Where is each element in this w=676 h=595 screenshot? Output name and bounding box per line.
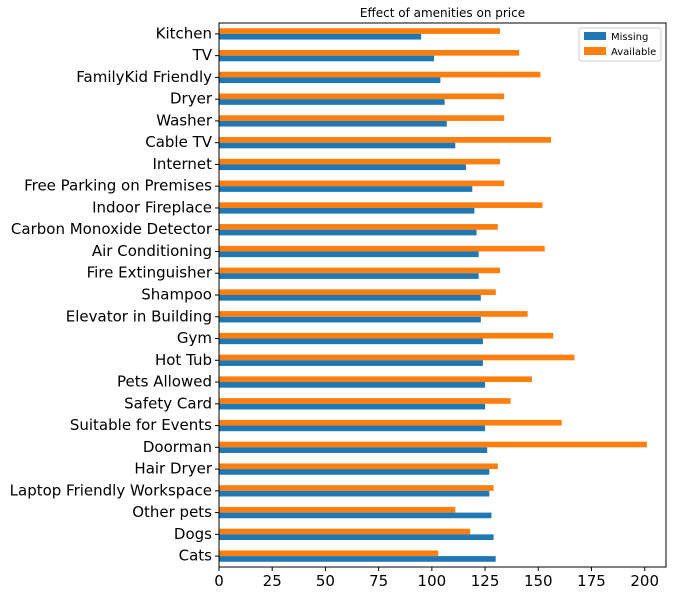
bar-available-carbon-monoxide-detector [219, 224, 498, 230]
legend: Missing Available [578, 27, 662, 62]
legend-label-available: Available [611, 47, 656, 58]
bar-available-laptop-friendly-workspace [219, 485, 494, 491]
bar-available-air-conditioning [219, 245, 545, 252]
chart-title: Effect of amenities on price [360, 6, 525, 20]
bar-available-hair-dryer [219, 463, 498, 470]
bar-missing-internet [219, 164, 466, 171]
category-label-elevator-in-building: Elevator in Building [66, 307, 212, 325]
bar-available-familykid-friendly [219, 71, 541, 78]
x-tick-label-200: 200 [630, 572, 659, 590]
category-label-kitchen: Kitchen [156, 24, 212, 42]
category-label-dryer: Dryer [170, 90, 213, 108]
bar-missing-free-parking-on-premises [219, 186, 473, 192]
plot-frame [218, 22, 667, 568]
category-label-gym: Gym [177, 329, 212, 347]
bar-missing-tv [219, 55, 434, 62]
category-label-dogs: Dogs [174, 525, 212, 543]
legend-label-missing: Missing [611, 32, 648, 43]
bar-missing-hair-dryer [219, 469, 490, 475]
x-tick-label-75: 75 [369, 572, 388, 590]
category-label-suitable-for-events: Suitable for Events [70, 416, 212, 434]
x-tick-label-100: 100 [418, 572, 447, 590]
bar-missing-gym [219, 338, 483, 345]
category-label-fire-extinguisher: Fire Extinguisher [87, 264, 213, 282]
bar-missing-doorman [219, 447, 488, 453]
category-label-pets-allowed: Pets Allowed [117, 373, 212, 391]
bar-available-tv [219, 49, 520, 56]
category-label-cats: Cats [179, 547, 213, 565]
bar-missing-indoor-fireplace [219, 207, 475, 214]
x-tick-label-25: 25 [263, 572, 282, 590]
x-tick-label-125: 125 [471, 572, 500, 590]
bar-missing-laptop-friendly-workspace [219, 490, 490, 497]
category-label-washer: Washer [156, 111, 213, 129]
bar-missing-other-pets [219, 512, 492, 519]
bar-missing-safety-card [219, 403, 486, 410]
category-label-tv: TV [192, 46, 213, 64]
category-label-safety-card: Safety Card [124, 394, 212, 412]
bar-available-cable-tv [219, 137, 552, 143]
legend-swatch-missing [584, 32, 606, 40]
x-tick-label-0: 0 [214, 572, 224, 590]
bar-available-free-parking-on-premises [219, 180, 505, 187]
category-label-hot-tub: Hot Tub [155, 351, 212, 369]
bar-available-indoor-fireplace [219, 202, 543, 208]
bar-missing-air-conditioning [219, 251, 479, 258]
bar-missing-familykid-friendly [219, 77, 441, 84]
bar-missing-washer [219, 120, 447, 127]
x-tick-label-175: 175 [577, 572, 606, 590]
bar-available-suitable-for-events [219, 419, 562, 426]
bar-missing-fire-extinguisher [219, 273, 479, 279]
bar-available-fire-extinguisher [219, 267, 500, 274]
legend-swatch-available [584, 47, 606, 55]
bar-available-dogs [219, 528, 471, 535]
x-axis-ticks: 0 25 50 75 100 125 150 175 200 [214, 567, 659, 590]
category-labels: Kitchen TV FamilyKid Friendly Dryer Washer Ca… [10, 24, 219, 565]
bar-missing-elevator-in-building [219, 316, 481, 323]
bar-available-washer [219, 115, 505, 121]
bar-missing-cats [219, 556, 496, 562]
bar-missing-cable-tv [219, 142, 456, 149]
bar-available-other-pets [219, 506, 456, 513]
category-label-internet: Internet [152, 155, 212, 173]
bar-available-shampoo [219, 289, 496, 295]
bar-missing-dryer [219, 99, 445, 105]
category-label-free-parking-on-premises: Free Parking on Premises [24, 177, 212, 195]
bar-available-cats [219, 550, 439, 557]
category-label-air-conditioning: Air Conditioning [92, 242, 212, 260]
bar-missing-pets-allowed [219, 382, 486, 388]
bar-available-pets-allowed [219, 376, 532, 383]
category-label-hair-dryer: Hair Dryer [134, 460, 212, 478]
bar-missing-dogs [219, 534, 494, 541]
bar-available-kitchen [219, 28, 500, 34]
category-label-shampoo: Shampoo [141, 286, 212, 304]
bar-missing-suitable-for-events [219, 425, 486, 432]
bar-available-elevator-in-building [219, 311, 528, 317]
category-label-carbon-monoxide-detector: Carbon Monoxide Detector [11, 220, 213, 238]
bar-missing-carbon-monoxide-detector [219, 229, 477, 236]
x-tick-label-150: 150 [524, 572, 553, 590]
bar-available-internet [219, 158, 500, 165]
bar-available-hot-tub [219, 354, 575, 361]
bar-missing-kitchen [219, 33, 422, 40]
bar-available-gym [219, 332, 554, 339]
category-label-laptop-friendly-workspace: Laptop Friendly Workspace [10, 481, 212, 499]
category-label-cable-tv: Cable TV [145, 133, 213, 151]
bar-available-doorman [219, 441, 647, 448]
bar-missing-shampoo [219, 295, 481, 301]
x-tick-label-50: 50 [316, 572, 335, 590]
bar-available-dryer [219, 93, 505, 100]
bar-missing-hot-tub [219, 360, 483, 366]
category-label-doorman: Doorman [143, 438, 212, 456]
bar-available-safety-card [219, 398, 511, 404]
category-label-familykid-friendly: FamilyKid Friendly [76, 68, 212, 86]
category-label-other-pets: Other pets [132, 503, 212, 521]
category-label-indoor-fireplace: Indoor Fireplace [92, 198, 212, 216]
bars-group [219, 28, 647, 562]
